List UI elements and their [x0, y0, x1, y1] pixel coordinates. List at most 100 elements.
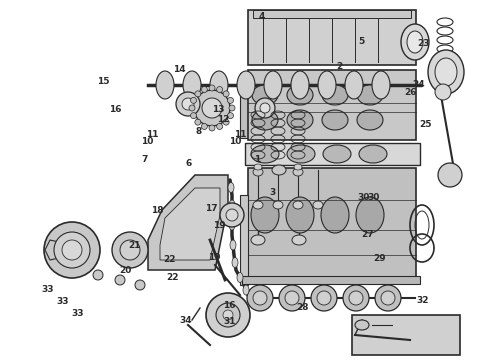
Ellipse shape [229, 200, 235, 210]
Text: 23: 23 [417, 39, 430, 48]
Polygon shape [148, 175, 228, 270]
Text: 30: 30 [357, 193, 370, 202]
Text: 28: 28 [296, 303, 309, 312]
Ellipse shape [156, 71, 174, 99]
Bar [248, 70, 416, 140]
Circle shape [223, 91, 229, 97]
Circle shape [227, 97, 233, 103]
Ellipse shape [438, 163, 462, 187]
Circle shape [195, 119, 201, 125]
Bar [248, 10, 416, 65]
Ellipse shape [230, 240, 236, 250]
Ellipse shape [401, 24, 429, 60]
Text: 29: 29 [373, 254, 386, 263]
Text: 27: 27 [361, 230, 374, 239]
Text: 16: 16 [223, 301, 236, 310]
Text: 13: 13 [212, 105, 224, 114]
Text: 6: 6 [186, 158, 192, 168]
Ellipse shape [287, 110, 313, 130]
Text: 4: 4 [259, 12, 266, 21]
Ellipse shape [228, 183, 234, 193]
Text: 31: 31 [223, 317, 236, 325]
Circle shape [223, 119, 229, 125]
Circle shape [220, 203, 244, 227]
Ellipse shape [349, 291, 363, 305]
Text: 30: 30 [367, 193, 380, 202]
Ellipse shape [210, 71, 228, 99]
Text: 33: 33 [56, 297, 69, 306]
Ellipse shape [311, 285, 337, 311]
Ellipse shape [247, 285, 273, 311]
Circle shape [226, 209, 238, 221]
Bar [242, 276, 420, 284]
Ellipse shape [321, 197, 349, 233]
Bar [253, 10, 411, 18]
Ellipse shape [322, 85, 348, 105]
Ellipse shape [375, 285, 401, 311]
Ellipse shape [435, 84, 451, 100]
Ellipse shape [317, 291, 331, 305]
Text: 16: 16 [109, 105, 122, 114]
Circle shape [217, 86, 222, 93]
Ellipse shape [272, 165, 286, 175]
Text: 26: 26 [404, 89, 417, 98]
Text: 1: 1 [254, 155, 260, 163]
Text: 32: 32 [416, 296, 429, 305]
Text: 33: 33 [42, 285, 54, 294]
Ellipse shape [232, 257, 238, 267]
Text: 11: 11 [146, 130, 158, 139]
Ellipse shape [183, 71, 201, 99]
Ellipse shape [251, 145, 279, 163]
Circle shape [44, 222, 100, 278]
Ellipse shape [292, 235, 306, 245]
Ellipse shape [407, 31, 423, 53]
Text: 11: 11 [234, 130, 246, 139]
Text: 22: 22 [163, 255, 175, 264]
Text: 14: 14 [172, 65, 185, 74]
Ellipse shape [318, 71, 336, 99]
Circle shape [135, 280, 145, 290]
Text: 18: 18 [150, 206, 163, 215]
Ellipse shape [355, 320, 369, 330]
Text: 34: 34 [179, 316, 192, 325]
Polygon shape [352, 315, 460, 355]
Ellipse shape [273, 201, 283, 209]
Circle shape [62, 240, 82, 260]
Circle shape [223, 310, 233, 320]
Circle shape [227, 113, 233, 119]
Ellipse shape [237, 273, 243, 283]
Ellipse shape [322, 110, 348, 130]
Ellipse shape [253, 168, 263, 176]
Ellipse shape [293, 201, 303, 209]
Text: 8: 8 [196, 127, 201, 136]
Circle shape [216, 303, 240, 327]
Ellipse shape [356, 197, 384, 233]
Ellipse shape [251, 197, 279, 233]
Circle shape [176, 92, 200, 116]
Polygon shape [160, 188, 220, 260]
Circle shape [201, 86, 207, 93]
Text: 12: 12 [217, 115, 229, 124]
Ellipse shape [285, 291, 299, 305]
Text: 10: 10 [141, 137, 153, 146]
Circle shape [120, 240, 140, 260]
Ellipse shape [359, 145, 387, 163]
Ellipse shape [435, 58, 457, 86]
Text: 3: 3 [270, 188, 276, 197]
Circle shape [260, 103, 270, 113]
Ellipse shape [381, 291, 395, 305]
Ellipse shape [323, 145, 351, 163]
Text: 20: 20 [119, 266, 131, 275]
Ellipse shape [343, 285, 369, 311]
Text: 22: 22 [166, 273, 179, 282]
Text: 21: 21 [128, 241, 141, 250]
Circle shape [206, 293, 250, 337]
Circle shape [195, 91, 201, 97]
Ellipse shape [372, 71, 390, 99]
Circle shape [191, 97, 196, 103]
Text: 24: 24 [413, 80, 425, 89]
Polygon shape [45, 240, 72, 260]
Ellipse shape [293, 168, 303, 176]
Ellipse shape [253, 201, 263, 209]
Ellipse shape [237, 71, 255, 99]
